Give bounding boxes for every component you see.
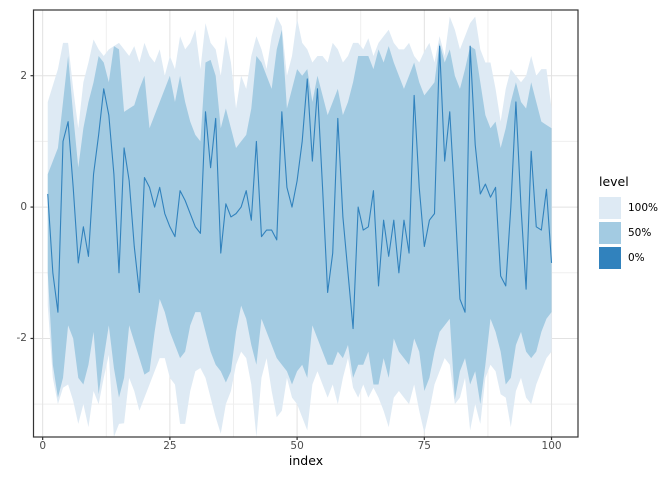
y-tick-label-0: 0 bbox=[20, 200, 27, 213]
x-axis-title: index bbox=[288, 453, 324, 468]
y-tick-label-2: 2 bbox=[20, 69, 27, 82]
y-tick-label-minus2: -2 bbox=[16, 332, 27, 345]
x-tick-label-75: 75 bbox=[417, 440, 431, 452]
x-tick-label-0: 0 bbox=[39, 440, 46, 452]
x-tick-label-50: 50 bbox=[290, 440, 304, 452]
legend-key-100pct bbox=[599, 197, 621, 219]
legend-label-50pct: 50% bbox=[628, 226, 652, 239]
x-tick-label-25: 25 bbox=[163, 440, 177, 452]
legend-key-0pct bbox=[599, 247, 621, 269]
legend-label-100pct: 100% bbox=[628, 201, 659, 214]
x-tick-label-100: 100 bbox=[541, 440, 562, 452]
legend-title: level bbox=[599, 174, 629, 189]
legend-key-50pct bbox=[599, 222, 621, 244]
legend-label-0pct: 0% bbox=[628, 251, 645, 264]
